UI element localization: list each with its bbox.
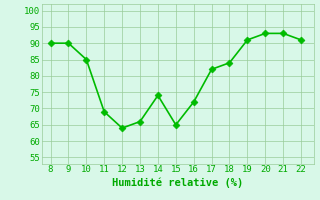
X-axis label: Humidité relative (%): Humidité relative (%) xyxy=(112,177,243,188)
